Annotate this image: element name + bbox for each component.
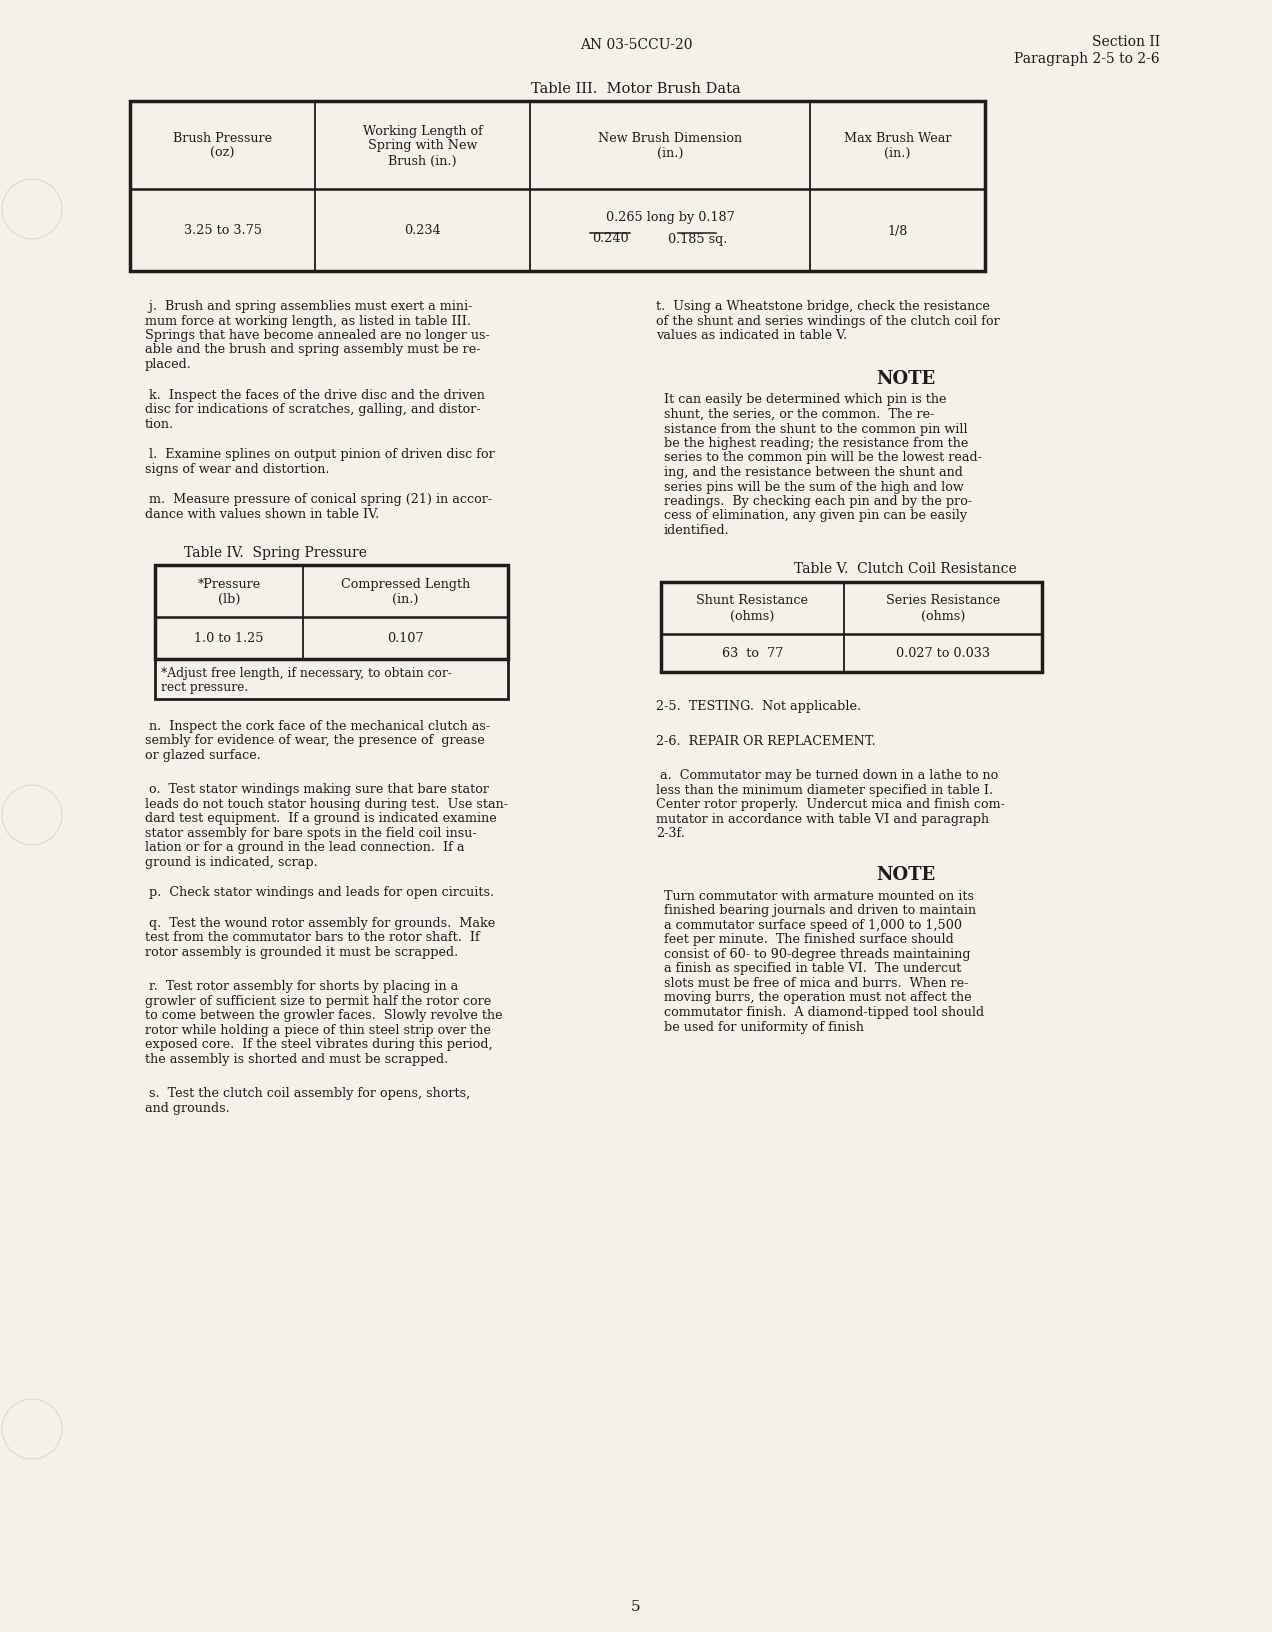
Text: series to the common pin will be the lowest read-: series to the common pin will be the low… [664,450,982,463]
Text: m.  Measure pressure of conical spring (21) in accor-: m. Measure pressure of conical spring (2… [145,493,492,506]
Text: Table III.  Motor Brush Data: Table III. Motor Brush Data [532,82,740,96]
Text: s.  Test the clutch coil assembly for opens, shorts,: s. Test the clutch coil assembly for ope… [145,1087,471,1100]
Text: be used for uniformity of finish: be used for uniformity of finish [664,1020,864,1033]
Text: 2-6.  REPAIR OR REPLACEMENT.: 2-6. REPAIR OR REPLACEMENT. [656,734,875,747]
Text: rotor while holding a piece of thin steel strip over the: rotor while holding a piece of thin stee… [145,1023,491,1036]
Text: 0.107: 0.107 [387,632,424,645]
Text: 1.0 to 1.25: 1.0 to 1.25 [195,632,263,645]
Text: Springs that have become annealed are no longer us-: Springs that have become annealed are no… [145,328,490,341]
Text: able and the brush and spring assembly must be re-: able and the brush and spring assembly m… [145,343,481,356]
Text: moving burrs, the operation must not affect the: moving burrs, the operation must not aff… [664,991,972,1004]
Text: p.  Check stator windings and leads for open circuits.: p. Check stator windings and leads for o… [145,886,494,899]
Bar [155,566,508,659]
Text: shunt, the series, or the common.  The re-: shunt, the series, or the common. The re… [664,408,935,421]
Text: 0.240: 0.240 [591,232,628,245]
Text: 63  to  77: 63 to 77 [722,646,784,659]
Text: j.  Brush and spring assemblies must exert a mini-: j. Brush and spring assemblies must exer… [145,300,472,313]
Text: a.  Commutator may be turned down in a lathe to no: a. Commutator may be turned down in a la… [656,769,999,782]
Text: mutator in accordance with table VI and paragraph: mutator in accordance with table VI and … [656,813,990,826]
Text: lation or for a ground in the lead connection.  If a: lation or for a ground in the lead conne… [145,840,464,854]
Text: dard test equipment.  If a ground is indicated examine: dard test equipment. If a ground is indi… [145,813,497,826]
Text: feet per minute.  The finished surface should: feet per minute. The finished surface sh… [664,934,954,947]
Text: 3.25 to 3.75: 3.25 to 3.75 [183,224,262,237]
Text: a commutator surface speed of 1,000 to 1,500: a commutator surface speed of 1,000 to 1… [664,919,962,932]
Text: 0.185 sq.: 0.185 sq. [668,232,728,245]
Circle shape [3,785,62,845]
Text: Working Length of
Spring with New
Brush (in.): Working Length of Spring with New Brush … [363,124,482,168]
Text: exposed core.  If the steel vibrates during this period,: exposed core. If the steel vibrates duri… [145,1038,492,1051]
Text: *Adjust free length, if necessary, to obtain cor-: *Adjust free length, if necessary, to ob… [162,666,452,679]
Circle shape [3,180,62,240]
Text: r.  Test rotor assembly for shorts by placing in a: r. Test rotor assembly for shorts by pla… [145,979,458,992]
Text: Section II: Section II [1091,34,1160,49]
Text: cess of elimination, any given pin can be easily: cess of elimination, any given pin can b… [664,509,967,522]
Text: o.  Test stator windings making sure that bare stator: o. Test stator windings making sure that… [145,783,488,796]
Text: Max Brush Wear
(in.): Max Brush Wear (in.) [843,132,951,160]
Text: rotor assembly is grounded it must be scrapped.: rotor assembly is grounded it must be sc… [145,945,458,958]
Text: and grounds.: and grounds. [145,1102,230,1115]
Text: test from the commutator bars to the rotor shaft.  If: test from the commutator bars to the rot… [145,930,480,943]
Text: consist of 60- to 90-degree threads maintaining: consist of 60- to 90-degree threads main… [664,948,971,960]
Text: readings.  By checking each pin and by the pro-: readings. By checking each pin and by th… [664,494,972,508]
Bar [130,101,985,273]
Text: stator assembly for bare spots in the field coil insu-: stator assembly for bare spots in the fi… [145,826,477,839]
Bar [155,659,508,700]
Text: commutator finish.  A diamond-tipped tool should: commutator finish. A diamond-tipped tool… [664,1005,985,1018]
Text: Turn commutator with armature mounted on its: Turn commutator with armature mounted on… [664,889,974,902]
Text: NOTE: NOTE [876,369,935,387]
Text: 2-5.  TESTING.  Not applicable.: 2-5. TESTING. Not applicable. [656,700,861,713]
Text: tion.: tion. [145,418,174,431]
Text: to come between the growler faces.  Slowly revolve the: to come between the growler faces. Slowl… [145,1009,502,1022]
Text: growler of sufficient size to permit half the rotor core: growler of sufficient size to permit hal… [145,994,491,1007]
Circle shape [3,1399,62,1459]
Text: Compressed Length
(in.): Compressed Length (in.) [341,578,471,605]
Text: dance with values shown in table IV.: dance with values shown in table IV. [145,508,379,521]
Text: a finish as specified in table VI.  The undercut: a finish as specified in table VI. The u… [664,961,962,974]
Text: Table V.  Clutch Coil Resistance: Table V. Clutch Coil Resistance [794,561,1016,576]
Text: n.  Inspect the cork face of the mechanical clutch as-: n. Inspect the cork face of the mechanic… [145,720,490,733]
Text: Series Resistance
(ohms): Series Resistance (ohms) [885,594,1000,622]
Text: mum force at working length, as listed in table III.: mum force at working length, as listed i… [145,315,471,328]
Text: Paragraph 2-5 to 2-6: Paragraph 2-5 to 2-6 [1014,52,1160,65]
Text: 0.234: 0.234 [404,224,441,237]
Text: AN 03-5CCU-20: AN 03-5CCU-20 [580,38,692,52]
Text: t.  Using a Wheatstone bridge, check the resistance: t. Using a Wheatstone bridge, check the … [656,300,990,313]
Text: series pins will be the sum of the high and low: series pins will be the sum of the high … [664,480,964,493]
Text: identified.: identified. [664,524,730,537]
Text: sistance from the shunt to the common pin will: sistance from the shunt to the common pi… [664,423,968,436]
Text: be the highest reading; the resistance from the: be the highest reading; the resistance f… [664,437,968,450]
Text: New Brush Dimension
(in.): New Brush Dimension (in.) [598,132,742,160]
Text: slots must be free of mica and burrs.  When re-: slots must be free of mica and burrs. Wh… [664,976,968,989]
Text: 2-3f.: 2-3f. [656,827,684,840]
Text: Shunt Resistance
(ohms): Shunt Resistance (ohms) [697,594,809,622]
Text: ing, and the resistance between the shunt and: ing, and the resistance between the shun… [664,465,963,478]
Text: 1/8: 1/8 [888,224,908,237]
Text: 0.027 to 0.033: 0.027 to 0.033 [895,646,990,659]
Text: k.  Inspect the faces of the drive disc and the driven: k. Inspect the faces of the drive disc a… [145,388,485,401]
Text: It can easily be determined which pin is the: It can easily be determined which pin is… [664,393,946,406]
Text: signs of wear and distortion.: signs of wear and distortion. [145,462,329,475]
Text: Center rotor properly.  Undercut mica and finish com-: Center rotor properly. Undercut mica and… [656,798,1005,811]
Bar [661,583,1042,672]
Text: disc for indications of scratches, galling, and distor-: disc for indications of scratches, galli… [145,403,481,416]
Text: finished bearing journals and driven to maintain: finished bearing journals and driven to … [664,904,976,917]
Text: Brush Pressure
(oz): Brush Pressure (oz) [173,132,272,160]
Text: 5: 5 [631,1599,641,1612]
Text: less than the minimum diameter specified in table I.: less than the minimum diameter specified… [656,783,993,796]
Text: leads do not touch stator housing during test.  Use stan-: leads do not touch stator housing during… [145,798,508,811]
Text: 0.265 long by 0.187: 0.265 long by 0.187 [605,212,734,224]
Text: the assembly is shorted and must be scrapped.: the assembly is shorted and must be scra… [145,1053,448,1066]
Text: Table IV.  Spring Pressure: Table IV. Spring Pressure [183,545,366,560]
Text: *Pressure
(lb): *Pressure (lb) [197,578,261,605]
Text: or glazed surface.: or glazed surface. [145,749,261,762]
Text: sembly for evidence of wear, the presence of  grease: sembly for evidence of wear, the presenc… [145,734,485,747]
Text: rect pressure.: rect pressure. [162,681,248,694]
Text: l.  Examine splines on output pinion of driven disc for: l. Examine splines on output pinion of d… [145,447,495,460]
Text: ground is indicated, scrap.: ground is indicated, scrap. [145,855,318,868]
Text: q.  Test the wound rotor assembly for grounds.  Make: q. Test the wound rotor assembly for gro… [145,917,495,930]
Text: placed.: placed. [145,357,192,370]
Text: values as indicated in table V.: values as indicated in table V. [656,328,847,341]
Text: NOTE: NOTE [876,865,935,883]
Text: of the shunt and series windings of the clutch coil for: of the shunt and series windings of the … [656,315,1000,328]
